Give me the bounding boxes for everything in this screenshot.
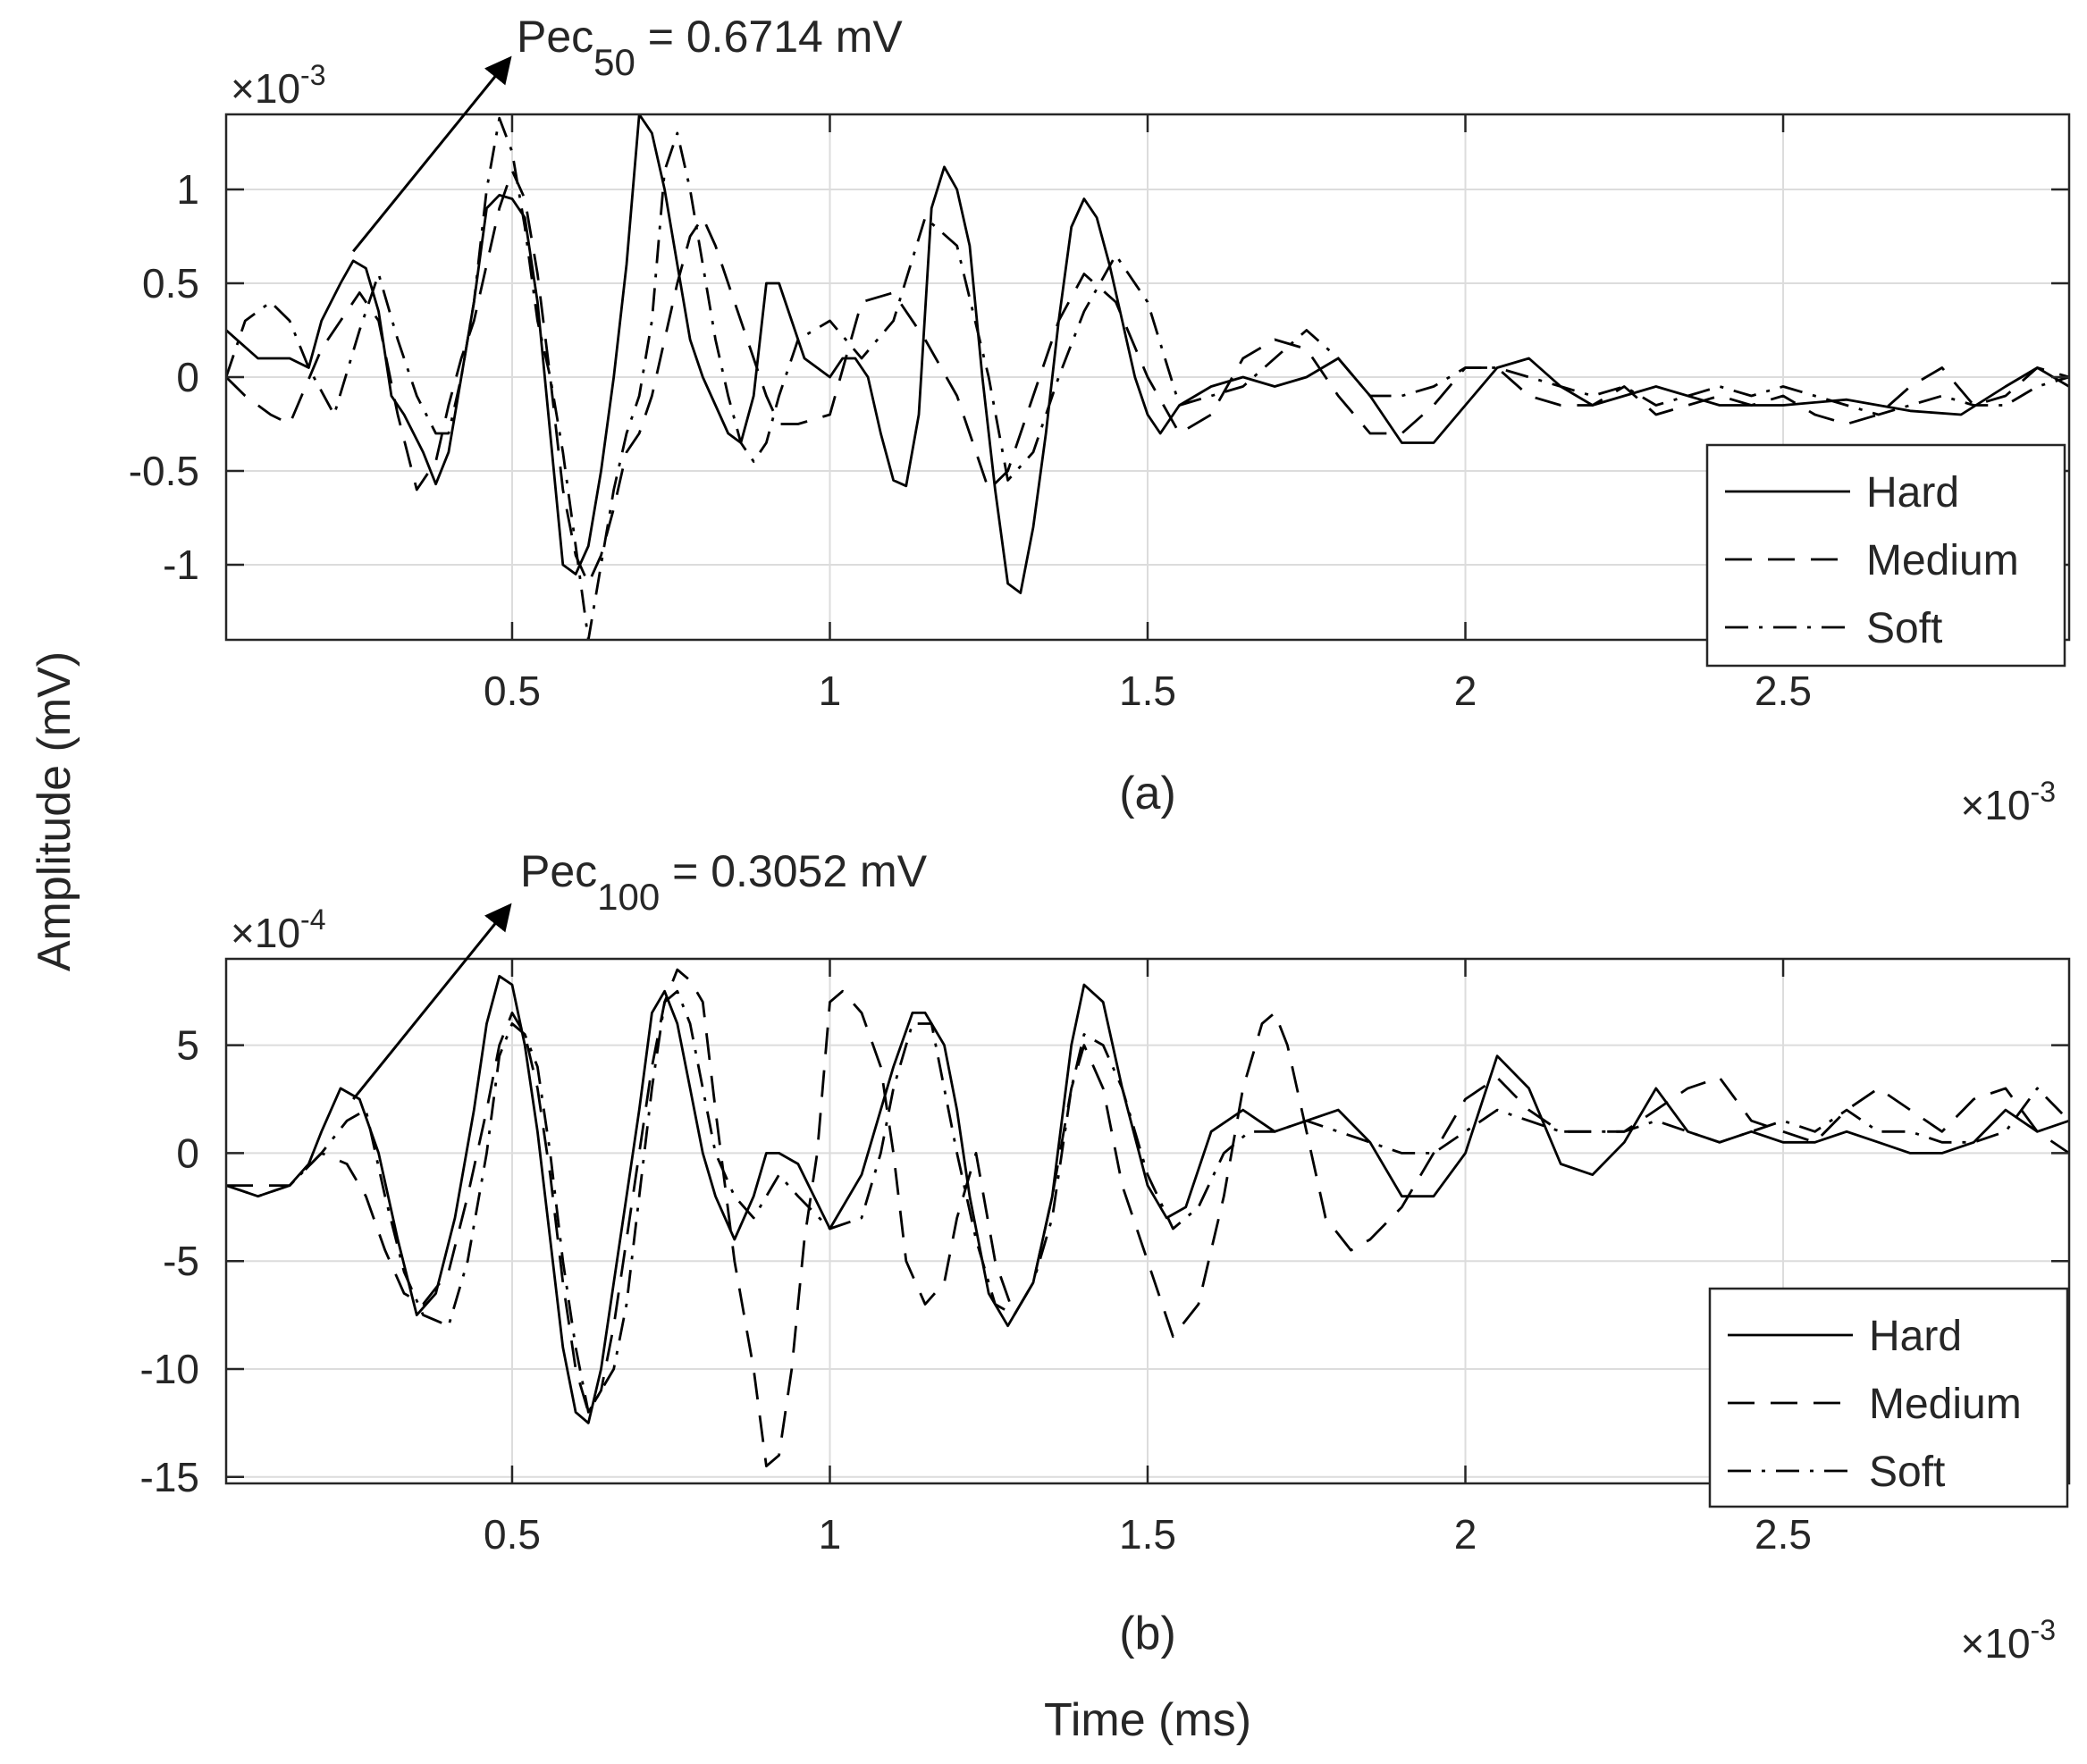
panel-b-legend-box xyxy=(1708,1287,2069,1508)
panel-b-ytick-label: -10 xyxy=(140,1346,199,1392)
panel-b-legend: Hard Medium Soft xyxy=(1708,1287,2069,1508)
x-axis-label: Time (ms) xyxy=(1044,1694,1251,1746)
panel-b-xtick-label: 1 xyxy=(819,1511,842,1558)
panel-b-xtick-label: 2.5 xyxy=(1755,1511,1812,1558)
panel-a-series-medium xyxy=(226,169,2069,585)
panel-b-xtick-label: 0.5 xyxy=(484,1511,541,1558)
panel-b-ytick-label: 5 xyxy=(176,1022,199,1069)
panel-a-annotation-arrow xyxy=(352,55,512,253)
panel-a-ytick-label: -1 xyxy=(163,542,199,588)
panel-a-ytick-label: 0 xyxy=(176,354,199,400)
panel-a-label: (a) xyxy=(1119,768,1176,819)
panel-a-ytick-label: 0.5 xyxy=(142,260,199,307)
panel-b-ytick-label: -5 xyxy=(163,1238,199,1284)
legend-label-soft: Soft xyxy=(1869,1449,1945,1496)
panel-b-series-soft xyxy=(226,989,2069,1414)
panel-a-legend: Hard Medium Soft xyxy=(1705,443,2066,668)
panel-a-xtick-label: 2.5 xyxy=(1755,668,1812,714)
panel-a-series-hard xyxy=(226,114,2069,594)
panel-b-annotation: Pec100 = 0.3052 mV xyxy=(520,846,928,918)
panel-a-x-exponent: ×10-3 xyxy=(1961,776,2056,828)
panel-a-ticks: 0.5 1 1.5 2 2.5 1 0.5 0 -0.5 -1 xyxy=(129,114,2069,714)
panel-b: 0.5 1 1.5 2 2.5 5 0 -5 -10 -15 (b) ×10-4 ×10-3 Pe… xyxy=(140,846,2071,1667)
panel-b-label: (b) xyxy=(1119,1608,1176,1659)
panel-a-xtick-label: 1.5 xyxy=(1119,668,1176,714)
panel-a-ytick-label: 1 xyxy=(176,166,199,213)
panel-b-ytick-label: -15 xyxy=(140,1454,199,1500)
panel-b-annotation-arrow xyxy=(352,903,512,1100)
panel-b-series xyxy=(226,968,2069,1468)
legend-label-hard: Hard xyxy=(1866,469,1959,517)
legend-label-soft: Soft xyxy=(1866,605,1942,652)
panel-a-legend-box xyxy=(1705,443,2066,668)
legend-label-medium: Medium xyxy=(1866,537,2019,584)
panel-a-xtick-label: 1 xyxy=(819,668,842,714)
panel-a-y-exponent: ×10-3 xyxy=(231,59,325,112)
panel-a-series xyxy=(226,114,2069,640)
panel-b-xtick-label: 1.5 xyxy=(1119,1511,1176,1558)
panel-a-ytick-label: -0.5 xyxy=(129,448,199,494)
panel-b-ticks: 0.5 1 1.5 2 2.5 5 0 -5 -10 -15 xyxy=(140,959,2069,1558)
panel-b-series-hard xyxy=(226,974,2069,1424)
legend-label-medium: Medium xyxy=(1869,1381,2022,1428)
panel-a-series-soft xyxy=(226,116,2069,640)
panel-b-xtick-label: 2 xyxy=(1454,1511,1477,1558)
y-axis-label: Amplitude (mV) xyxy=(29,651,80,971)
panel-b-x-exponent: ×10-3 xyxy=(1961,1614,2056,1667)
panel-b-y-exponent: ×10-4 xyxy=(231,903,325,956)
panel-b-ytick-label: 0 xyxy=(176,1130,199,1176)
panel-a-annotation: Pec50 = 0.6714 mV xyxy=(517,12,903,83)
panel-a: 0.5 1 1.5 2 2.5 1 0.5 0 -0.5 -1 (a) ×10-3 ×10-3 P… xyxy=(129,12,2071,828)
panel-a-xtick-label: 2 xyxy=(1454,668,1477,714)
panel-a-xtick-label: 0.5 xyxy=(484,668,541,714)
legend-label-hard: Hard xyxy=(1869,1313,1962,1360)
